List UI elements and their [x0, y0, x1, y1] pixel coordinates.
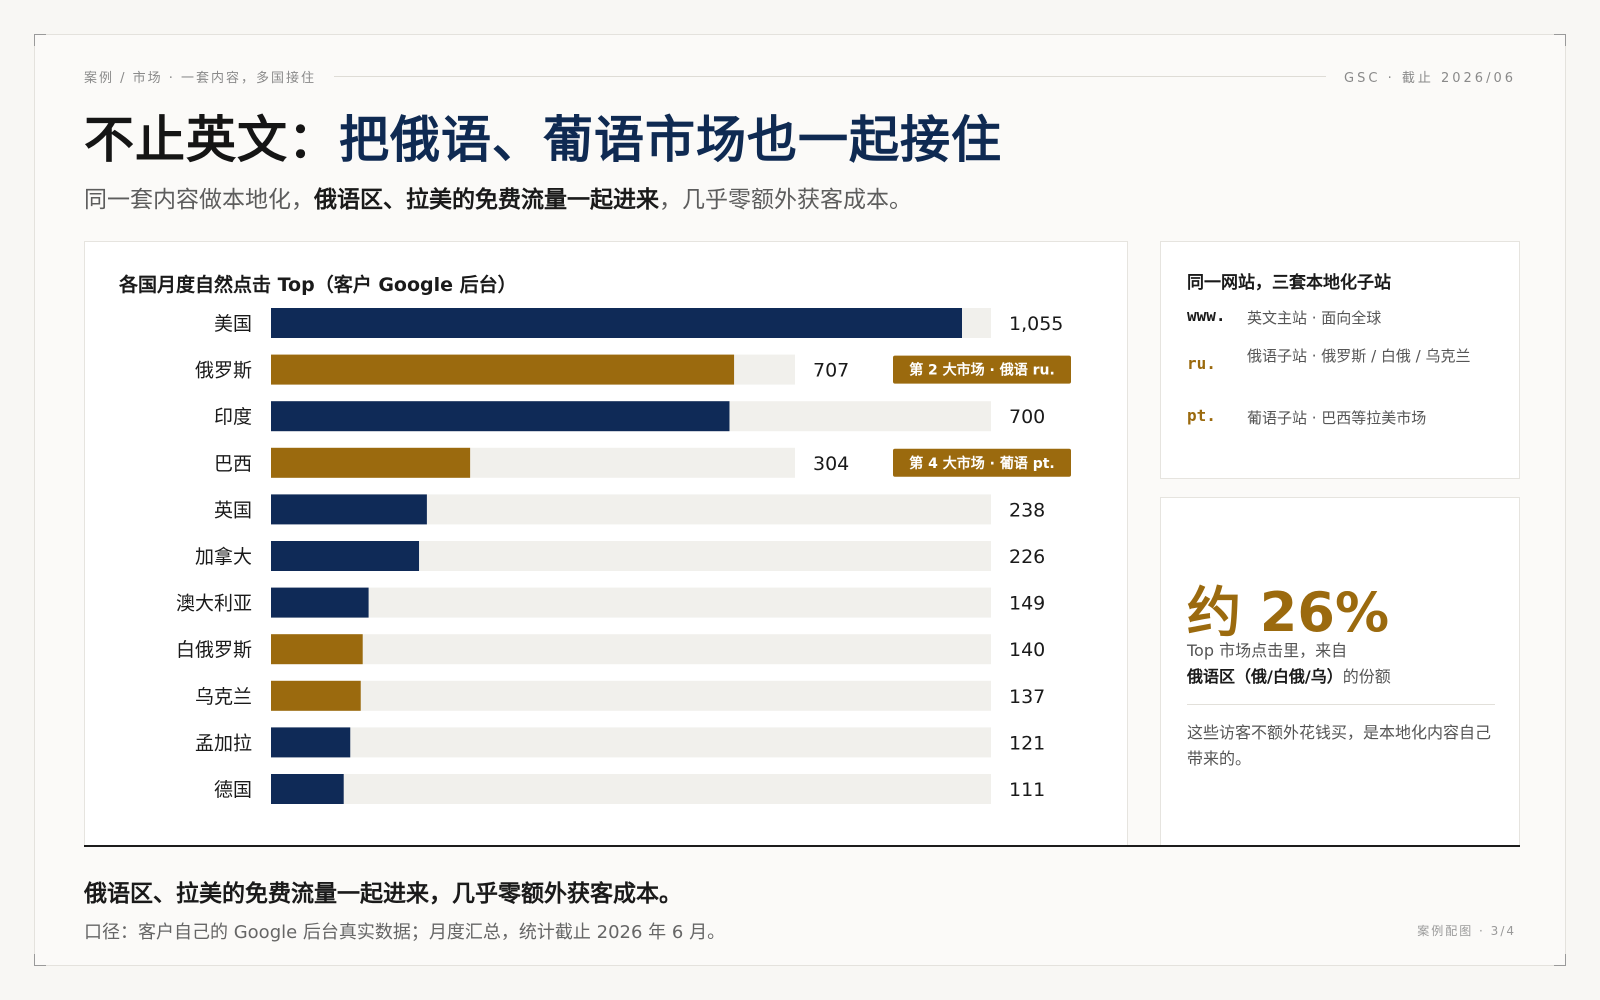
- site-item-ru: ru. 俄语子站 · 俄罗斯 / 白俄 / 乌克兰: [1187, 344, 1497, 373]
- site-code: ru.: [1187, 354, 1216, 373]
- category-label: 孟加拉: [195, 732, 252, 754]
- bar: [271, 541, 420, 571]
- conclusion-text: 俄语区、拉美的免费流量一起进来，几乎零额外获客成本。: [84, 881, 682, 907]
- site-desc: 俄语子站 · 俄罗斯 / 白俄 / 乌克兰: [1247, 347, 1471, 365]
- bar-track: [271, 634, 991, 665]
- bar: [271, 494, 427, 525]
- category-label: 白俄罗斯: [176, 639, 252, 661]
- category-label: 印度: [214, 406, 252, 428]
- category-label: 加拿大: [195, 545, 252, 568]
- share-caption: Top 市场点击里，来自俄语区（俄/白俄/乌）的份额: [1187, 638, 1497, 690]
- value-label: 700: [1009, 406, 1045, 428]
- corner-mark: [34, 34, 46, 46]
- category-label: 俄罗斯: [195, 360, 252, 382]
- category-label: 英国: [214, 499, 252, 521]
- bar-track: [271, 774, 991, 804]
- share-caption-lead: Top 市场点击里，来自: [1187, 641, 1348, 660]
- page-indicator: 案例配图 · 3/4: [1417, 924, 1516, 938]
- top-divider: [334, 75, 1327, 77]
- site-item-www: www. 英文主站 · 面向全球: [1187, 306, 1497, 330]
- site-desc: 英文主站 · 面向全球: [1247, 309, 1382, 327]
- page-subtitle: 同一套内容做本地化，俄语区、拉美的免费流量一起进来，几乎零额外获客成本。: [84, 180, 912, 214]
- market-badge: [893, 355, 1071, 384]
- section-baseline: [84, 845, 1520, 847]
- category-label: 德国: [214, 779, 252, 801]
- title-highlight: 把俄语、葡语市场也一起接住: [339, 111, 1002, 169]
- bar: [271, 774, 344, 804]
- bar: [271, 308, 962, 338]
- site-code: pt.: [1187, 406, 1216, 425]
- market-badge: [893, 448, 1071, 477]
- bar-track: [271, 587, 991, 618]
- value-label: 149: [1009, 593, 1045, 615]
- site-item-pt: pt. 葡语子站 · 巴西等拉美市场: [1187, 406, 1497, 430]
- share-caption-emphasis: 俄语区（俄/白俄/乌）: [1187, 667, 1343, 686]
- share-card: 约 26% Top 市场点击里，来自俄语区（俄/白俄/乌）的份额 这些访客不额外…: [1160, 497, 1520, 845]
- value-label: 137: [1009, 686, 1045, 708]
- top-bar: 案例 / 市场 · 一套内容，多国接住 GSC · 截止 2026/06: [84, 66, 1516, 86]
- subtitle-lead: 同一套内容做本地化，: [84, 187, 314, 213]
- share-value: 约 26%: [1187, 581, 1390, 644]
- value-label: 111: [1009, 779, 1045, 801]
- share-note: 这些访客不额外花钱买，是本地化内容自己带来的。: [1187, 723, 1492, 768]
- source-note: 口径：客户自己的 Google 后台真实数据；月度汇总，统计截止 2026 年 …: [84, 922, 726, 943]
- value-label: 140: [1009, 639, 1045, 661]
- category-label: 美国: [214, 313, 252, 335]
- market-badge-text: 第 4 大市场 · 葡语 pt.: [909, 455, 1054, 472]
- header-meta: GSC · 截止 2026/06: [1344, 70, 1516, 86]
- bar: [271, 727, 351, 758]
- category-label: 巴西: [214, 453, 252, 475]
- bar-chart: 美国 1,055 俄罗斯 707 第 2 大市场 · 俄语 ru. 印度 700 巴西 304 第…: [176, 308, 1071, 804]
- value-label: 304: [813, 453, 849, 475]
- bar: [271, 447, 471, 478]
- title-lead: 不止英文：: [84, 111, 339, 169]
- share-caption-tail: 的份额: [1342, 667, 1391, 686]
- chart-title: 各国月度自然点击 Top（客户 Google 后台）: [119, 274, 517, 296]
- breadcrumb: 案例 / 市场 · 一套内容，多国接住: [84, 70, 317, 86]
- value-label: 1,055: [1009, 313, 1063, 335]
- value-label: 238: [1009, 499, 1045, 521]
- bar: [271, 401, 730, 432]
- subsites-card: 同一网站，三套本地化子站 www. 英文主站 · 面向全球 ru. 俄语子站 ·…: [1160, 241, 1520, 479]
- subtitle-tail: ，几乎零额外获客成本。: [659, 187, 912, 213]
- subtitle-emphasis: 俄语区、拉美的免费流量一起进来: [314, 187, 659, 213]
- corner-mark: [1554, 34, 1566, 46]
- bar: [271, 354, 735, 385]
- value-label: 707: [813, 360, 849, 382]
- card-divider: [1187, 704, 1495, 705]
- corner-mark: [1554, 954, 1566, 966]
- category-label: 乌克兰: [195, 686, 252, 708]
- value-label: 226: [1009, 546, 1045, 568]
- corner-mark: [34, 954, 46, 966]
- chart-panel: 各国月度自然点击 Top（客户 Google 后台） 美国 1,055 俄罗斯 707…: [84, 241, 1128, 845]
- bar: [271, 634, 363, 665]
- page-title: 不止英文：把俄语、葡语市场也一起接住: [84, 100, 1002, 172]
- subsites-title: 同一网站，三套本地化子站: [1187, 273, 1391, 293]
- site-code: www.: [1187, 306, 1226, 325]
- category-label: 澳大利亚: [176, 593, 252, 615]
- bar-track: [271, 680, 991, 711]
- bar-track: [271, 727, 991, 758]
- value-label: 121: [1009, 732, 1045, 754]
- market-badge-text: 第 2 大市场 · 俄语 ru.: [909, 362, 1055, 379]
- bar: [271, 680, 361, 711]
- bar: [271, 587, 369, 618]
- site-desc: 葡语子站 · 巴西等拉美市场: [1247, 409, 1427, 427]
